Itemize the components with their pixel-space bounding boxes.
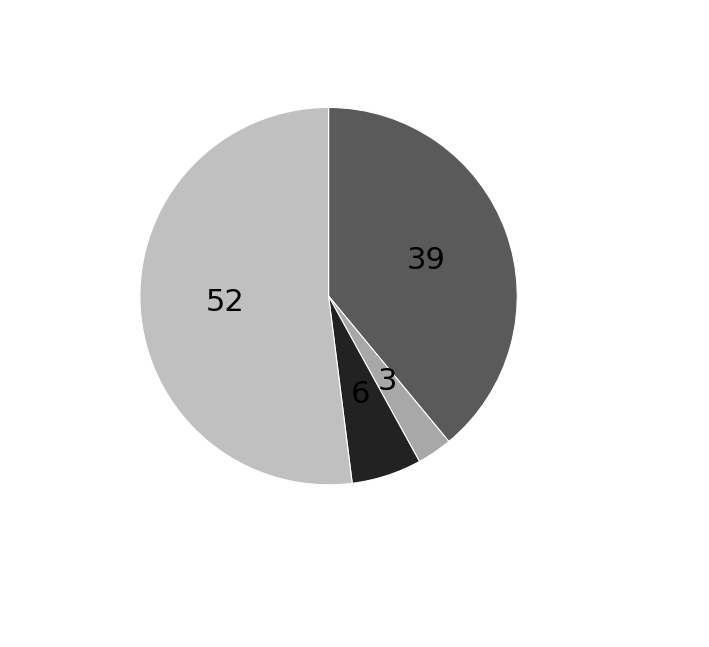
- Wedge shape: [328, 296, 420, 483]
- Text: 6: 6: [351, 380, 370, 410]
- Wedge shape: [328, 107, 518, 441]
- Wedge shape: [140, 107, 352, 485]
- Wedge shape: [328, 296, 449, 461]
- Text: 52: 52: [206, 288, 245, 317]
- Text: 39: 39: [407, 247, 446, 276]
- Text: 3: 3: [377, 367, 396, 397]
